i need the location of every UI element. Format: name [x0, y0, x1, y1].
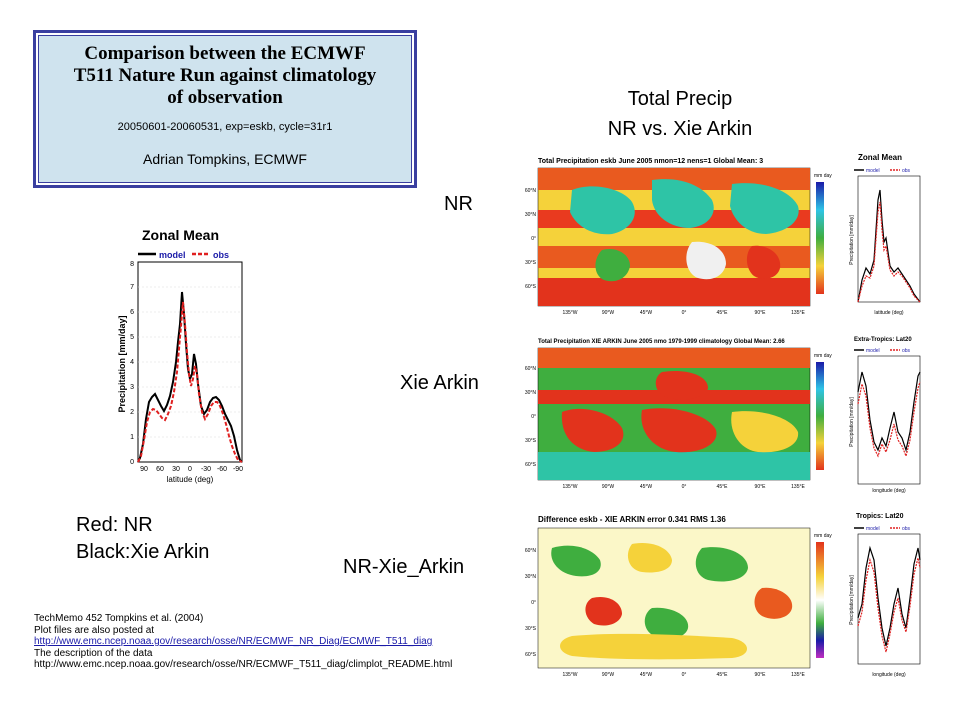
svg-text:8: 8 [130, 261, 134, 268]
svg-text:60: 60 [156, 466, 164, 473]
svg-text:0°: 0° [682, 672, 687, 678]
side-plot-zonal: Zonal Mean model obs Precipitation [mm/d… [846, 150, 926, 320]
svg-text:mm day: mm day [814, 353, 832, 359]
svg-text:3: 3 [130, 384, 134, 391]
svg-text:longitude (deg): longitude (deg) [872, 488, 906, 494]
map-title-xie: Total Precipitation XIE ARKIN June 2005 … [538, 339, 785, 345]
svg-text:7: 7 [130, 284, 134, 291]
svg-text:60°S: 60°S [525, 462, 537, 468]
svg-text:60°S: 60°S [525, 652, 537, 658]
svg-text:2: 2 [130, 409, 134, 416]
svg-text:135°W: 135°W [562, 484, 577, 490]
svg-text:4: 4 [130, 359, 134, 366]
obs-series-line [137, 301, 243, 463]
row-label-diff: NR-Xie_Arkin [343, 556, 465, 578]
svg-text:Precipitation [mm/day]: Precipitation [mm/day] [849, 397, 855, 447]
slide-title: Comparison between the ECMWF T511 Nature… [73, 43, 377, 108]
references: TechMemo 452 Tompkins et al. (2004) Plot… [34, 613, 453, 670]
map-title-nr: Total Precipitation eskb June 2005 nmon=… [538, 158, 763, 165]
svg-text:60°S: 60°S [525, 284, 537, 290]
svg-text:90°W: 90°W [602, 310, 615, 316]
svg-text:obs: obs [902, 348, 911, 354]
svg-text:Zonal Mean: Zonal Mean [858, 153, 902, 162]
svg-text:-30: -30 [201, 466, 211, 473]
section-heading: Total Precip NR vs. Xie Arkin [607, 88, 753, 140]
zonal-mean-title: Zonal Mean [142, 227, 219, 243]
svg-text:model: model [866, 348, 880, 354]
svg-text:0°: 0° [531, 414, 536, 420]
legend-obs: obs [213, 250, 229, 260]
precip-map-xie: Total Precipitation XIE ARKIN June 2005 … [512, 332, 842, 504]
svg-text:135°E: 135°E [791, 672, 805, 678]
svg-text:30°N: 30°N [525, 390, 537, 396]
svg-text:90°E: 90°E [755, 484, 767, 490]
row-label-nr: NR [444, 193, 473, 215]
svg-text:90°E: 90°E [755, 310, 767, 316]
map-title-diff: Difference eskb - XIE ARKIN error 0.341 … [538, 515, 726, 524]
svg-text:30°S: 30°S [525, 438, 537, 444]
svg-text:135°W: 135°W [562, 672, 577, 678]
diag-plots-link[interactable]: http://www.emc.ncep.noaa.gov/research/os… [34, 636, 433, 647]
svg-text:45°E: 45°E [717, 672, 729, 678]
svg-text:45°W: 45°W [640, 310, 653, 316]
legend-model: model [159, 250, 186, 260]
svg-text:0: 0 [130, 459, 134, 466]
svg-text:30°S: 30°S [525, 626, 537, 632]
zonal-ylabel: Precipitation [mm/day] [117, 315, 127, 412]
svg-text:-90: -90 [233, 466, 243, 473]
side-plot-tropics: Tropics: Lat20 model obs Precipitation [… [846, 508, 926, 688]
svg-text:90: 90 [140, 466, 148, 473]
svg-text:model: model [866, 168, 880, 174]
title-box: Comparison between the ECMWF T511 Nature… [33, 30, 417, 188]
legend-text: Red: NR Black:Xie Arkin [76, 514, 210, 563]
svg-text:135°W: 135°W [562, 310, 577, 316]
svg-text:45°E: 45°E [717, 484, 729, 490]
svg-text:obs: obs [902, 526, 911, 532]
svg-text:Precipitation [mm/day]: Precipitation [mm/day] [849, 575, 855, 625]
readme-url: http://www.emc.ncep.noaa.gov/research/os… [34, 659, 453, 670]
zonal-xlabel: latitude (deg) [167, 475, 214, 484]
svg-text:135°E: 135°E [791, 484, 805, 490]
svg-text:45°W: 45°W [640, 672, 653, 678]
slide-subtitle: 20050601-20060531, exp=eskb, cycle=31r1 [117, 121, 333, 133]
svg-text:90°W: 90°W [602, 484, 615, 490]
svg-text:6: 6 [130, 309, 134, 316]
svg-text:Precipitation [mm/day]: Precipitation [mm/day] [849, 215, 855, 265]
side-plot-extratropics: Extra-Tropics: Lat20 model obs Precipita… [846, 332, 926, 502]
svg-text:30: 30 [172, 466, 180, 473]
svg-text:5: 5 [130, 334, 134, 341]
svg-text:1: 1 [130, 434, 134, 441]
svg-text:model: model [866, 526, 880, 532]
svg-text:90°W: 90°W [602, 672, 615, 678]
svg-text:60°N: 60°N [525, 548, 537, 554]
svg-text:latitude (deg): latitude (deg) [874, 310, 904, 316]
svg-text:mm day: mm day [814, 533, 832, 539]
svg-text:0°: 0° [682, 310, 687, 316]
zonal-mean-plot: Zonal Mean model obs 0 1 2 3 4 5 6 7 8 9… [100, 214, 262, 486]
precip-map-diff: Difference eskb - XIE ARKIN error 0.341 … [512, 508, 842, 688]
svg-text:60°N: 60°N [525, 188, 537, 194]
svg-text:0: 0 [188, 466, 192, 473]
svg-text:30°N: 30°N [525, 212, 537, 218]
svg-text:30°S: 30°S [525, 260, 537, 266]
svg-text:longitude (deg): longitude (deg) [872, 672, 906, 678]
precip-map-nr: Total Precipitation eskb June 2005 nmon=… [512, 150, 842, 330]
svg-text:Extra-Tropics: Lat20: Extra-Tropics: Lat20 [854, 337, 912, 343]
svg-text:mm day: mm day [814, 173, 832, 179]
svg-text:0°: 0° [682, 484, 687, 490]
slide-author: Adrian Tompkins, ECMWF [143, 151, 307, 167]
svg-text:45°E: 45°E [717, 310, 729, 316]
svg-text:-60: -60 [217, 466, 227, 473]
svg-text:0°: 0° [531, 236, 536, 242]
svg-text:30°N: 30°N [525, 574, 537, 580]
svg-text:90°E: 90°E [755, 672, 767, 678]
svg-text:Tropics: Lat20: Tropics: Lat20 [856, 513, 904, 520]
svg-text:0°: 0° [531, 600, 536, 606]
svg-text:obs: obs [902, 168, 911, 174]
row-label-xie: Xie Arkin [400, 372, 479, 394]
svg-text:45°W: 45°W [640, 484, 653, 490]
svg-text:135°E: 135°E [791, 310, 805, 316]
svg-text:60°N: 60°N [525, 366, 537, 372]
